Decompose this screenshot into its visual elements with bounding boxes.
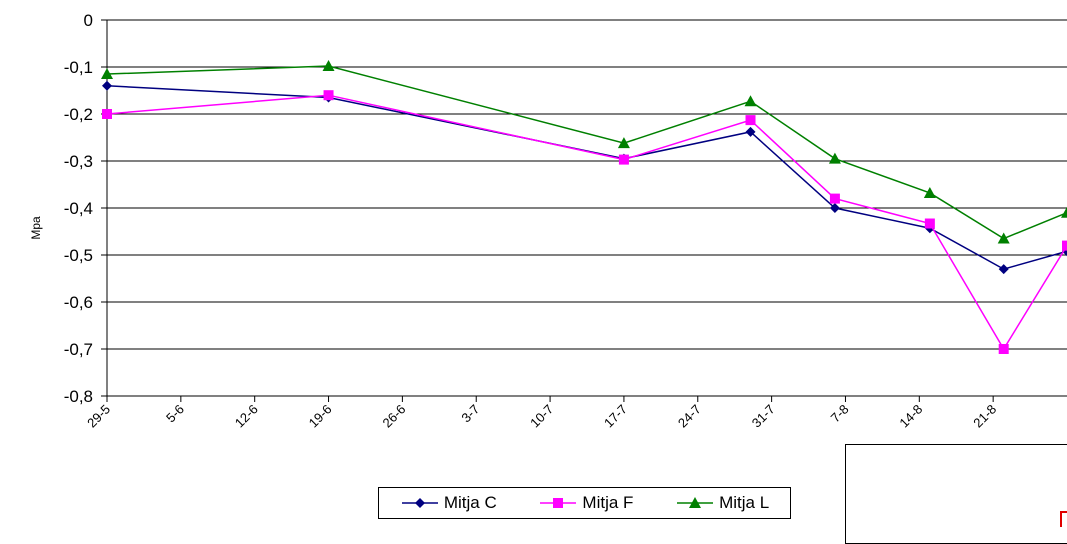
- data-point: [102, 109, 112, 119]
- series-line: [106, 94, 1067, 351]
- series-mitja-l: [101, 60, 1067, 244]
- legend-item-mitja-l: Mitja L: [675, 493, 769, 513]
- data-point: [923, 186, 936, 198]
- data-point: [617, 137, 630, 149]
- overlay-box: [845, 444, 1067, 544]
- legend: Mitja C Mitja F Mitja L: [378, 487, 791, 519]
- legend-label: Mitja C: [443, 493, 497, 512]
- legend-label: Mitja L: [719, 493, 770, 512]
- series-line: [106, 65, 1067, 240]
- data-point: [924, 218, 935, 229]
- x-tick-label: 7-8: [828, 402, 852, 426]
- data-point: [102, 80, 112, 91]
- x-tick-label: 31-7: [749, 402, 778, 431]
- data-point: [322, 60, 335, 72]
- data-point: [998, 264, 1009, 275]
- gridlines: [107, 19, 1067, 350]
- data-point: [829, 203, 840, 213]
- x-tick-label: 26-6: [379, 402, 408, 431]
- y-tick-label: 0: [84, 11, 93, 30]
- data-point: [829, 193, 840, 204]
- data-point: [998, 344, 1009, 354]
- x-tick-label: 3-7: [458, 402, 482, 426]
- x-tick-label: 5-6: [163, 402, 187, 426]
- x-tick-label: 24-7: [675, 402, 704, 431]
- data-point: [618, 154, 629, 165]
- y-tick-label: -0,3: [64, 152, 93, 171]
- legend-item-mitja-f: Mitja F: [538, 493, 633, 513]
- x-tick-label: 21-8: [970, 402, 999, 431]
- triangle-marker-icon: [677, 497, 714, 508]
- y-tick-label: -0,8: [64, 387, 93, 406]
- data-point: [1061, 206, 1067, 218]
- x-tick-label: 14-8: [896, 402, 925, 431]
- y-tick-label: -0,2: [64, 105, 93, 124]
- data-point: [744, 95, 757, 107]
- square-marker-icon: [540, 498, 577, 508]
- series-lines: [101, 60, 1067, 354]
- y-tick-label: -0,1: [64, 58, 93, 77]
- x-tick-label: 17-7: [601, 402, 630, 431]
- x-tick-labels: 29-5 5-6 12-6 19-6 26-6 3-7 10-7 17-7 24-7 31-7 7-…: [84, 402, 999, 431]
- x-tick-label: 19-6: [306, 402, 335, 431]
- y-tick-label: -0,4: [64, 199, 93, 218]
- data-point: [745, 126, 756, 137]
- data-point: [1062, 240, 1067, 251]
- x-tick-label: 12-6: [232, 402, 261, 431]
- y-tick-label: -0,7: [64, 340, 93, 359]
- series-mitja-c: [102, 80, 1067, 275]
- legend-label: Mitja F: [582, 493, 634, 512]
- y-tick-label: -0,5: [64, 246, 93, 265]
- legend-item-mitja-c: Mitja C: [400, 493, 497, 513]
- diamond-marker-icon: [401, 498, 438, 508]
- y-tick-label: -0,6: [64, 293, 93, 312]
- y-tick-labels: 0 -0,1 -0,2 -0,3 -0,4 -0,5 -0,6 -0,7 -0,8: [64, 11, 93, 406]
- series-line: [106, 85, 1067, 270]
- line-chart: 0-0,1-0,2-0,3-0,4-0,5-0,6-0,7-0,8 29-5 5-…: [29, 11, 1067, 431]
- y-axis-label: Mpa: [29, 216, 43, 240]
- data-point: [828, 152, 841, 164]
- data-point: [323, 90, 334, 101]
- data-point: [997, 232, 1010, 244]
- data-point: [745, 115, 756, 126]
- x-tick-label: 10-7: [527, 402, 556, 431]
- series-mitja-f: [102, 90, 1067, 354]
- axes: [101, 19, 1067, 402]
- data-point: [101, 68, 113, 80]
- red-corner-mark: [1060, 511, 1067, 527]
